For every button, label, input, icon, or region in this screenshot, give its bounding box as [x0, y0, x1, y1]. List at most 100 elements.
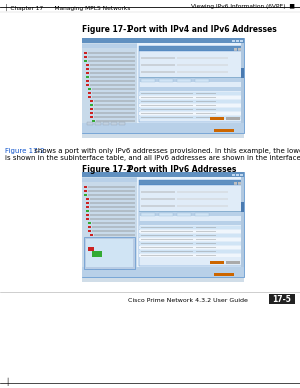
- Bar: [90, 64, 135, 66]
- Bar: [90, 202, 135, 203]
- Text: Port with IPv6 Addresses: Port with IPv6 Addresses: [112, 165, 236, 174]
- Bar: [196, 117, 216, 118]
- Bar: [139, 230, 242, 233]
- Bar: [139, 246, 242, 249]
- Bar: [82, 44, 137, 48]
- Bar: [141, 78, 155, 81]
- Bar: [90, 214, 135, 215]
- Bar: [159, 213, 173, 215]
- Bar: [141, 113, 193, 114]
- Bar: [141, 213, 155, 215]
- Text: Figure 17-2: Figure 17-2: [82, 165, 131, 174]
- Bar: [84, 52, 87, 54]
- Bar: [139, 112, 242, 115]
- Bar: [92, 251, 102, 257]
- Bar: [159, 78, 173, 81]
- Bar: [119, 122, 125, 125]
- Bar: [88, 190, 135, 192]
- Bar: [103, 122, 109, 125]
- Bar: [96, 120, 135, 121]
- Bar: [90, 198, 135, 199]
- Bar: [196, 255, 216, 256]
- Bar: [94, 104, 135, 106]
- Bar: [196, 235, 216, 236]
- Bar: [90, 210, 135, 211]
- Bar: [86, 213, 89, 216]
- Bar: [82, 172, 244, 177]
- Bar: [139, 242, 242, 245]
- Bar: [82, 177, 137, 277]
- Bar: [86, 71, 89, 74]
- Bar: [92, 222, 135, 223]
- Text: Port with IPv4 and IPv6 Addresses: Port with IPv4 and IPv6 Addresses: [112, 25, 277, 34]
- Bar: [141, 235, 193, 236]
- Bar: [86, 64, 89, 66]
- Bar: [238, 182, 241, 185]
- Bar: [196, 93, 216, 94]
- Bar: [196, 227, 216, 228]
- Bar: [119, 266, 125, 269]
- Bar: [177, 191, 228, 193]
- Bar: [84, 189, 87, 192]
- Bar: [139, 116, 242, 119]
- Bar: [82, 43, 137, 133]
- Bar: [84, 194, 87, 196]
- Bar: [139, 238, 242, 241]
- Bar: [234, 182, 237, 185]
- Bar: [139, 100, 242, 103]
- Bar: [90, 111, 93, 114]
- Bar: [210, 116, 224, 120]
- Bar: [177, 57, 228, 59]
- Bar: [141, 191, 175, 193]
- Bar: [90, 99, 93, 102]
- Bar: [141, 57, 175, 59]
- Bar: [92, 230, 135, 232]
- Bar: [84, 59, 87, 62]
- Bar: [141, 247, 193, 248]
- Bar: [84, 237, 135, 269]
- Bar: [95, 122, 101, 125]
- Bar: [86, 76, 89, 78]
- Bar: [92, 92, 135, 94]
- Bar: [90, 237, 93, 240]
- Bar: [139, 96, 242, 99]
- Bar: [196, 105, 216, 106]
- Text: Cisco Prime Network 4.3.2 User Guide: Cisco Prime Network 4.3.2 User Guide: [128, 298, 248, 303]
- Bar: [82, 127, 244, 133]
- Text: shows a port with only IPv6 addresses provisioned. In this example, the lowest I: shows a port with only IPv6 addresses pr…: [32, 148, 300, 154]
- Bar: [141, 93, 193, 94]
- Bar: [196, 239, 216, 240]
- Bar: [214, 128, 234, 132]
- Bar: [86, 197, 89, 200]
- Bar: [111, 266, 117, 269]
- Bar: [86, 80, 89, 82]
- Bar: [88, 225, 91, 228]
- Bar: [90, 206, 135, 208]
- Bar: [196, 231, 216, 232]
- Bar: [196, 243, 216, 244]
- Bar: [141, 101, 193, 102]
- Text: │ Chapter 17      Managing MPLS Networks: │ Chapter 17 Managing MPLS Networks: [5, 4, 130, 11]
- Bar: [141, 105, 193, 106]
- Bar: [86, 68, 89, 70]
- Bar: [90, 80, 135, 81]
- Bar: [137, 43, 244, 133]
- Bar: [232, 40, 235, 42]
- Bar: [139, 212, 242, 216]
- Bar: [232, 173, 235, 176]
- Bar: [177, 71, 228, 73]
- Bar: [226, 116, 240, 120]
- Bar: [88, 247, 94, 251]
- Bar: [141, 117, 193, 118]
- Bar: [141, 109, 193, 110]
- Bar: [141, 239, 193, 240]
- Bar: [92, 123, 95, 126]
- Bar: [141, 64, 175, 66]
- Bar: [92, 226, 135, 227]
- Bar: [84, 185, 87, 188]
- Text: Figure 17-2: Figure 17-2: [5, 148, 44, 154]
- Bar: [238, 47, 241, 50]
- Bar: [86, 218, 89, 220]
- Bar: [139, 77, 242, 78]
- Bar: [90, 218, 135, 220]
